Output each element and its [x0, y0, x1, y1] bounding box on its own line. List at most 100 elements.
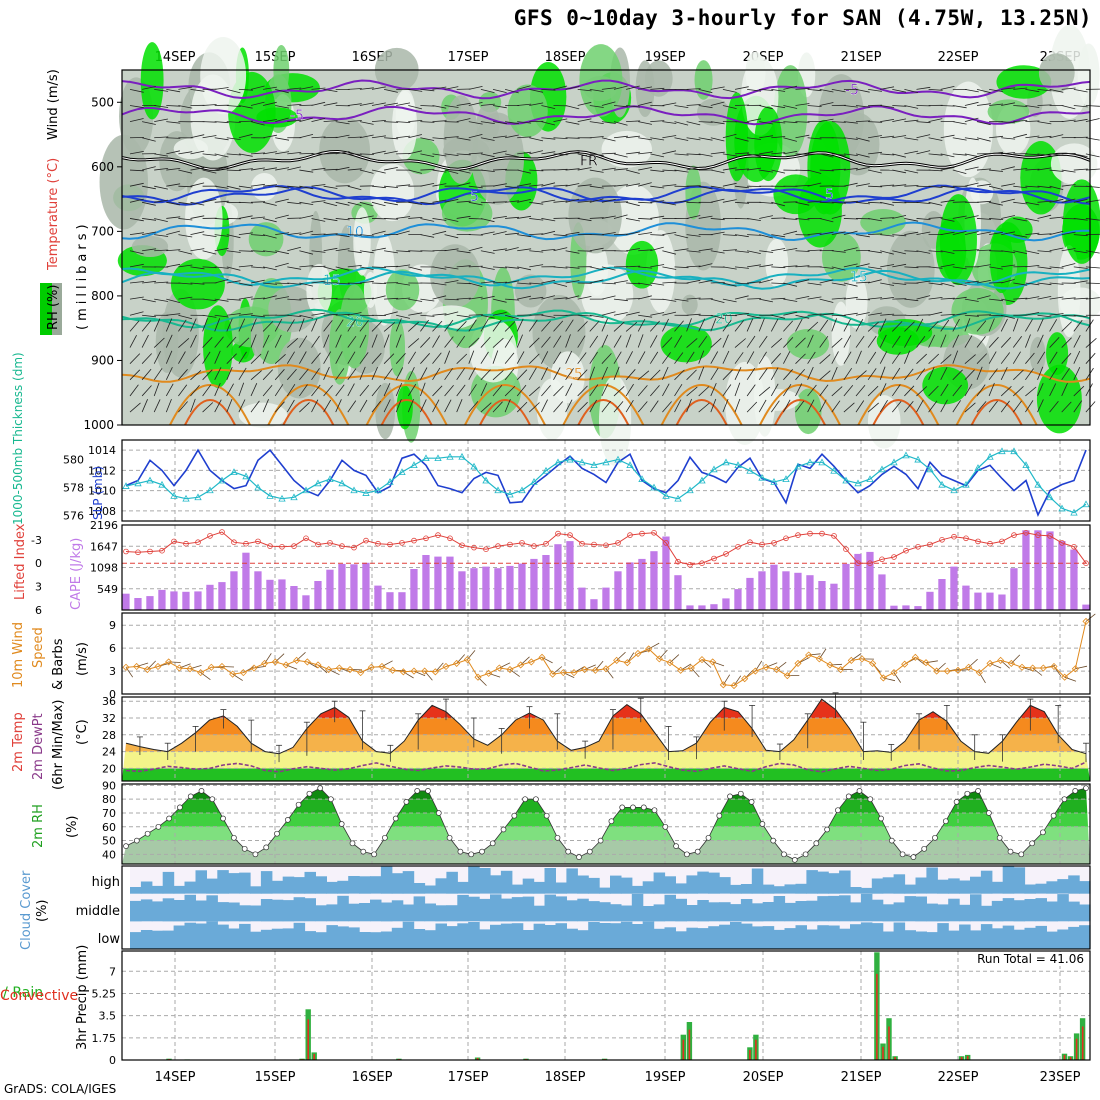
isotherm-line	[121, 221, 1091, 242]
wind-barb	[734, 282, 750, 285]
wind-barb	[214, 153, 229, 158]
cape-bar	[926, 591, 934, 610]
wind-barb	[928, 334, 935, 348]
wind-speed-point	[133, 662, 141, 671]
wind-barb	[577, 335, 586, 348]
wind-barb	[359, 87, 374, 90]
wind-barb	[843, 167, 858, 171]
wind-barb	[674, 248, 689, 252]
rh-point	[328, 796, 334, 803]
rh-point	[791, 857, 798, 863]
wind-barb	[166, 88, 181, 93]
wind-barb	[408, 298, 423, 302]
wind-barb	[674, 369, 685, 381]
wind-barb	[964, 402, 976, 413]
rh-point	[371, 851, 377, 858]
cloud-cell	[1046, 931, 1058, 949]
wind-barb	[274, 318, 283, 332]
wind-barb	[529, 337, 540, 348]
wind-barb	[662, 337, 673, 348]
wind-barb	[1061, 297, 1076, 300]
wind-barb	[432, 153, 447, 157]
rh-blob	[831, 301, 851, 366]
wind-barb	[601, 198, 616, 203]
wind-barb	[843, 367, 853, 381]
wind-barb	[758, 368, 768, 381]
wind-barb	[408, 250, 423, 252]
cloud-cell	[948, 898, 960, 922]
wind-speed-point	[197, 669, 205, 677]
wind-barb	[214, 87, 229, 90]
warm-lobe	[562, 384, 645, 426]
wind-barb	[154, 281, 169, 284]
wind-speed-point	[1018, 663, 1026, 671]
wind-barb	[480, 402, 492, 413]
wind-barb	[698, 386, 710, 397]
rh-blob	[786, 328, 830, 360]
cloud-cell	[348, 903, 360, 922]
li-point	[147, 548, 153, 555]
wind-barb	[154, 105, 169, 108]
rh-point	[1061, 796, 1068, 803]
wind-barb	[420, 201, 435, 205]
wind-barb	[1025, 282, 1040, 286]
wind-barb	[1025, 232, 1040, 235]
wind-barb	[420, 183, 435, 187]
wind-barb	[371, 352, 382, 364]
wind-barb	[432, 86, 447, 90]
wind-barb	[178, 351, 186, 364]
wind-barb	[1049, 282, 1064, 285]
cloud-cell	[762, 884, 775, 894]
wind-barb	[274, 384, 284, 397]
wind-barb	[323, 320, 333, 332]
li-point	[171, 538, 177, 545]
wind-barb	[916, 250, 931, 254]
wind-barb	[347, 168, 362, 171]
cloud-cell	[577, 930, 589, 949]
cloud-cell	[271, 880, 284, 894]
li-point	[579, 540, 585, 547]
wind-barb	[238, 153, 253, 157]
wind-barb	[976, 401, 987, 413]
wind-barb	[444, 153, 459, 156]
wind-barb	[843, 384, 854, 397]
temp-band	[122, 751, 1090, 769]
wind-barb	[698, 88, 713, 94]
wind-barb	[819, 201, 834, 204]
cloud-cell	[1035, 883, 1047, 894]
wind-barb	[916, 386, 928, 397]
wind-barb	[795, 121, 810, 123]
wind-barb	[153, 318, 161, 332]
wind-barb	[795, 185, 810, 187]
wind-barb	[1012, 351, 1021, 364]
rh-point	[403, 799, 410, 805]
wind-barb	[807, 182, 822, 187]
cloud-cell	[588, 901, 600, 922]
rh-point	[630, 804, 636, 811]
wind-barb	[783, 369, 793, 381]
rh-blob	[319, 117, 370, 184]
wind-speed-point	[495, 664, 503, 672]
wind-barb	[964, 280, 979, 284]
wind-barb	[819, 88, 834, 93]
precip-convective-bar	[888, 1026, 890, 1060]
wind-speed-point	[591, 666, 599, 674]
wind-barb	[384, 250, 398, 254]
li-point	[939, 536, 945, 543]
cloud-cell	[533, 905, 546, 922]
wind-barb	[178, 250, 193, 255]
wind-barb	[1037, 185, 1052, 189]
wind-barb	[891, 384, 901, 397]
wind-barb	[747, 264, 761, 268]
wind-barb	[637, 401, 648, 413]
wind-barb	[831, 266, 846, 271]
wind-barb	[638, 266, 653, 269]
wind-barb	[129, 320, 140, 332]
wind-barb	[650, 215, 665, 219]
wind-barb	[383, 383, 391, 397]
cloud-cell	[457, 923, 469, 949]
wind-barb	[989, 169, 1004, 172]
rh-blob	[1038, 53, 1075, 93]
cloud-cell	[850, 887, 862, 894]
chart-title: GFS 0~10day 3-hourly for SAN (4.75W, 13.…	[513, 6, 1092, 30]
